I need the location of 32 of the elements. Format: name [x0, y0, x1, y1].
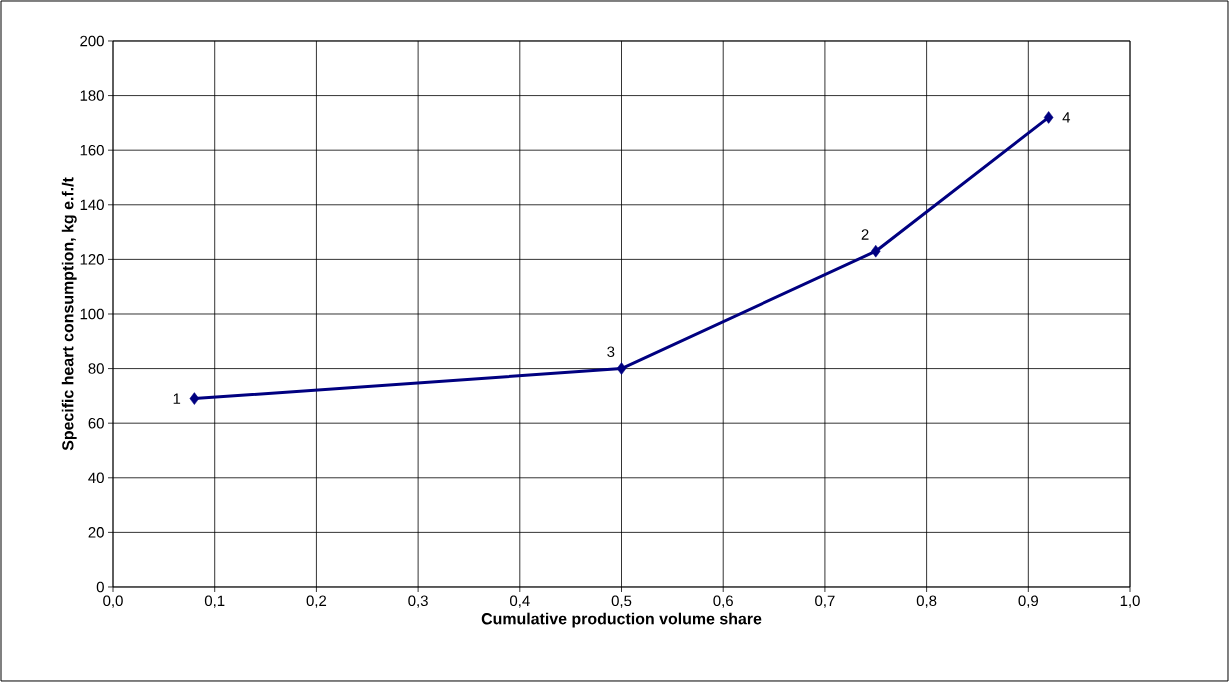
annotation: 4 — [1062, 112, 1071, 123]
point — [871, 244, 881, 258]
y-tick-label: 100 — [80, 308, 104, 320]
x-tick-label: 0,1 — [204, 595, 225, 608]
x-tick-label: 0,7 — [815, 595, 835, 608]
y-tick-label: 180 — [80, 90, 104, 101]
y-tick-label: 40 — [88, 472, 104, 484]
y-axis-title: Specific heart consumption, kg e.f./t — [61, 177, 77, 451]
y-tick-label: 60 — [88, 417, 104, 429]
y-tick-label: 200 — [80, 35, 104, 47]
x-tick-label: 0,3 — [408, 595, 428, 608]
point — [189, 392, 200, 405]
x-tick-label: 0,2 — [306, 595, 327, 608]
y-tick-label: 140 — [80, 199, 104, 211]
x-tick-label: 0,5 — [611, 595, 632, 608]
x-tick-label: 0,0 — [103, 595, 123, 608]
annotation: 3 — [607, 346, 615, 358]
y-tick-label: 80 — [88, 363, 104, 374]
point — [616, 362, 627, 375]
x-tick-label: 1,0 — [1120, 595, 1140, 608]
x-tick-label: 0,6 — [713, 595, 733, 608]
x-tick-label: 0,9 — [1018, 595, 1038, 608]
y-tick-label: 160 — [80, 144, 104, 156]
x-tick-label: 0,4 — [510, 595, 530, 608]
y-tick-label: 120 — [80, 254, 104, 265]
y-tick-label: 20 — [88, 527, 104, 538]
annotation: 2 — [861, 229, 869, 240]
y-tick-label: 0 — [96, 581, 104, 593]
annotation: 1 — [173, 393, 181, 404]
x-tick-label: 0,8 — [916, 595, 937, 608]
x-axis-title: Cumulative production volume share — [481, 612, 762, 628]
point — [1043, 111, 1054, 124]
